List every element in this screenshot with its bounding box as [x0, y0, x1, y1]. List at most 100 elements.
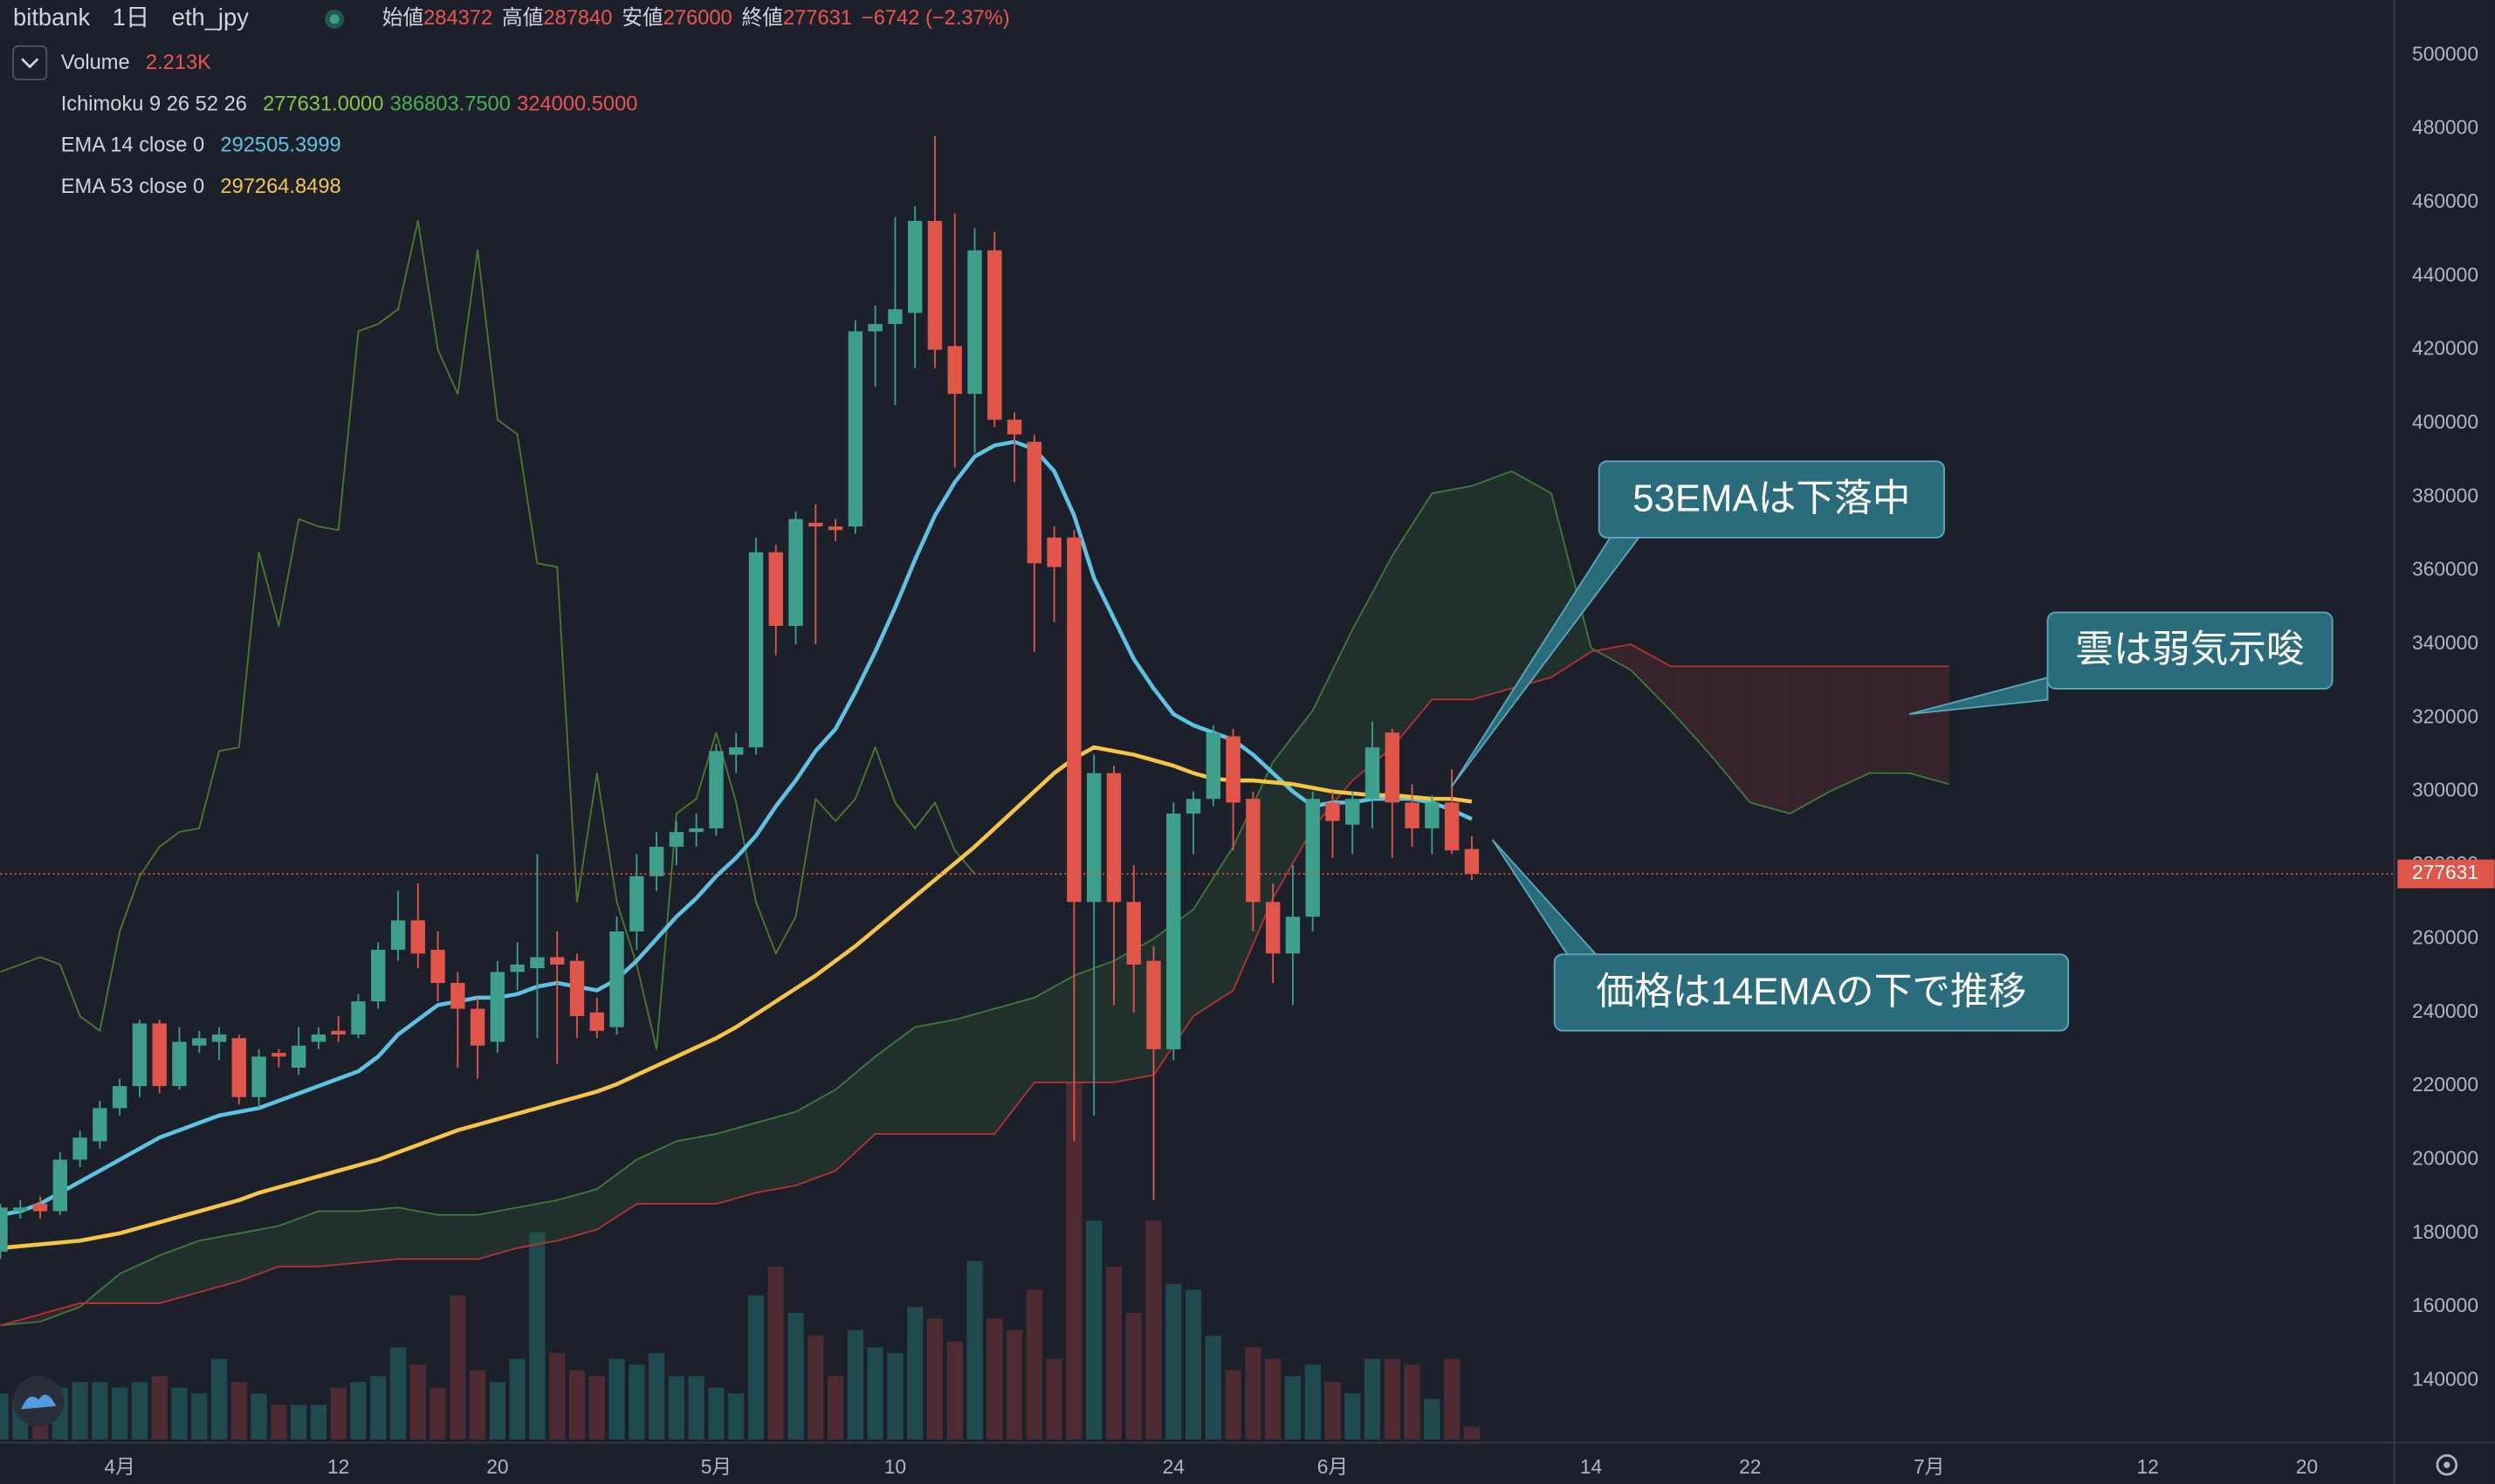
- volume-bar: [588, 1376, 605, 1439]
- y-tick-label: 340000: [2412, 631, 2478, 654]
- volume-bar: [629, 1364, 645, 1439]
- cloud-fill: [318, 1211, 359, 1267]
- ohlc: 始値284372 高値287840 安値276000 終値277631 −6742 (−…: [382, 6, 1010, 30]
- y-tick-label: 400000: [2412, 410, 2478, 433]
- legend-value: 2.213K: [146, 52, 211, 74]
- open-value: 284372: [423, 7, 492, 30]
- volume-bar: [767, 1267, 784, 1439]
- candle-body: [331, 1030, 346, 1035]
- volume-bar: [171, 1387, 188, 1439]
- candle-body: [231, 1038, 247, 1097]
- candle-body: [1364, 747, 1380, 800]
- candle-body: [1464, 848, 1480, 875]
- cloud-fill: [1471, 471, 1512, 700]
- last-price-label: 277631: [2412, 861, 2478, 883]
- settings-button[interactable]: [2436, 1453, 2458, 1476]
- candle-body: [1186, 799, 1201, 814]
- volume-bar: [747, 1295, 765, 1439]
- candle-body: [1047, 537, 1062, 567]
- y-tick-label: 160000: [2412, 1294, 2478, 1316]
- callout-text: 53EMAは下落中: [1632, 477, 1910, 520]
- candle-body: [351, 1001, 366, 1035]
- cloud-fill: [159, 1240, 200, 1303]
- volume-bar: [529, 1232, 546, 1439]
- collapse-button[interactable]: [12, 45, 48, 81]
- volume-bar: [1026, 1289, 1042, 1439]
- volume-bar: [1404, 1364, 1420, 1439]
- candle-body: [1265, 902, 1281, 954]
- cloud-fill: [557, 1189, 597, 1241]
- candle-body: [947, 346, 962, 395]
- candle-body: [748, 552, 764, 748]
- volume-bar: [787, 1312, 804, 1439]
- candle-body: [152, 1023, 167, 1087]
- x-tick-label: 12: [327, 1455, 349, 1478]
- cloud-fill: [1869, 666, 1909, 773]
- cloud-fill: [1392, 493, 1433, 748]
- candle-body: [1425, 802, 1440, 828]
- candle-body: [629, 876, 644, 931]
- cloud-fill: [199, 1233, 239, 1293]
- cloud-fill: [398, 1207, 438, 1260]
- volume-bar: [291, 1405, 307, 1439]
- candle-body: [1285, 917, 1301, 954]
- cloud-fill: [1829, 666, 1870, 792]
- cloud-fill: [517, 1199, 558, 1248]
- callout-box: [1598, 460, 1945, 539]
- volume-bar: [191, 1393, 208, 1439]
- candle-body: [888, 309, 903, 325]
- volume-bar: [350, 1382, 367, 1439]
- y-tick-label: 260000: [2412, 925, 2478, 948]
- span-b-line: [0, 643, 1949, 1327]
- y-tick-label: 320000: [2412, 704, 2478, 727]
- legend-value: 297264.8498: [220, 175, 340, 198]
- settings-icon: [2443, 1461, 2450, 1468]
- x-tick-label: 22: [1739, 1455, 1761, 1478]
- candle-body: [1226, 736, 1241, 803]
- candle-body: [371, 950, 386, 1002]
- volume-bar: [1185, 1289, 1202, 1439]
- volume-bar: [1344, 1393, 1361, 1439]
- cloud-fill: [716, 1123, 756, 1205]
- volume-bar: [728, 1393, 745, 1439]
- header: bitbank 1日 eth_jpy: [13, 3, 249, 31]
- volume-bar: [1324, 1382, 1341, 1439]
- y-tick-label: 300000: [2412, 779, 2478, 801]
- volume-bar: [1006, 1329, 1023, 1439]
- cloud-fill: [1670, 666, 1711, 755]
- y-tick-label: 480000: [2412, 116, 2478, 139]
- candle-body: [1385, 732, 1400, 803]
- last-price-badge: [2397, 859, 2495, 889]
- y-tick-label: 180000: [2412, 1220, 2478, 1243]
- cloud-fill: [1432, 485, 1472, 700]
- volume-bar: [1284, 1376, 1302, 1439]
- candle-layer: [0, 136, 2395, 1260]
- candle-body: [1345, 799, 1360, 825]
- volume-bar: [1424, 1398, 1440, 1439]
- y-tick-label: 200000: [2412, 1146, 2478, 1169]
- candle-body: [1027, 442, 1042, 564]
- candle-body: [470, 1008, 485, 1046]
- volume-bar: [151, 1376, 168, 1439]
- candle-body: [649, 846, 664, 876]
- high-value: 287840: [543, 7, 612, 30]
- x-tick-label: 5月: [701, 1455, 732, 1478]
- cloud-fill: [954, 1008, 995, 1134]
- callout-box: [1553, 953, 2070, 1032]
- candle-body: [689, 828, 704, 833]
- legend-value: 324000.5000: [517, 93, 637, 116]
- volume-bar: [1225, 1370, 1241, 1439]
- y-tick-label: 460000: [2412, 189, 2478, 212]
- candle-body: [1246, 799, 1261, 903]
- cloud-fill: [676, 1133, 717, 1205]
- cloud-fill: [1790, 666, 1830, 814]
- cloud-fill: [1908, 666, 1949, 785]
- candle-body: [1146, 960, 1161, 1049]
- volume-bar: [1444, 1358, 1461, 1439]
- candle-body: [669, 832, 684, 847]
- cloud-fill: [1273, 710, 1313, 899]
- candle-body: [1067, 537, 1082, 903]
- cloud-fill: [1312, 629, 1353, 828]
- volume-bar: [907, 1307, 924, 1439]
